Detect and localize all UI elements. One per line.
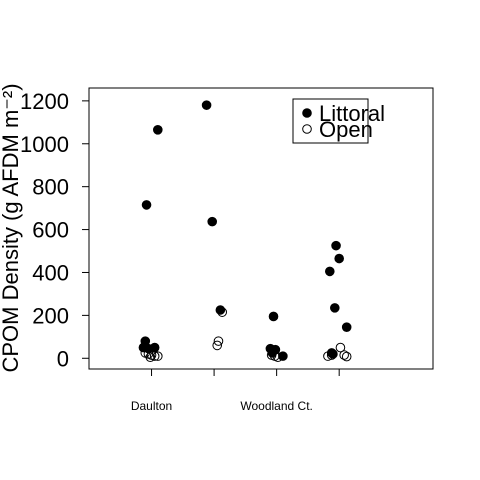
littoral-point <box>207 216 218 227</box>
data-points <box>138 100 352 363</box>
legend-marker <box>302 124 312 134</box>
legend-label: Open <box>319 117 373 142</box>
open-point <box>145 352 156 363</box>
littoral-point <box>153 125 163 135</box>
y-tick-label: 400 <box>32 260 69 285</box>
littoral-point <box>268 311 279 322</box>
littoral-point <box>330 303 340 313</box>
legend-marker <box>302 108 312 118</box>
plot-area-frame <box>88 87 434 370</box>
open-point <box>273 352 283 363</box>
open-point <box>341 351 352 362</box>
y-tick-label: 200 <box>32 303 69 328</box>
littoral-point <box>331 240 341 251</box>
open-point <box>149 351 160 361</box>
y-tick-label: 800 <box>32 175 69 200</box>
littoral-point <box>325 266 335 277</box>
y-axis: 0 200 400 600 800 1000 1200 <box>20 89 90 371</box>
open-point <box>212 340 223 351</box>
open-point <box>339 350 349 360</box>
littoral-point <box>201 100 212 110</box>
open-point <box>335 342 346 353</box>
open-point <box>326 350 337 360</box>
open-point <box>217 307 228 317</box>
legend-box <box>292 98 369 144</box>
y-tick-label: 600 <box>32 218 69 243</box>
legend-label: Littoral <box>319 101 385 126</box>
open-point <box>153 351 163 361</box>
x-group-label: Daulton <box>131 399 172 413</box>
y-axis-label: CPOM Density (g AFDM m⁻²) <box>0 83 23 372</box>
x-group-label: Woodland Ct. <box>240 399 313 413</box>
littoral-point <box>334 253 344 264</box>
open-point <box>323 351 333 361</box>
y-tick-label: 0 <box>57 346 69 371</box>
open-point <box>213 336 224 346</box>
y-tick-label: 1200 <box>20 89 69 114</box>
y-tick-label: 1000 <box>20 132 69 157</box>
x-axis: Daulton Woodland Ct. <box>131 369 340 413</box>
littoral-point <box>141 200 152 210</box>
littoral-point <box>341 322 352 332</box>
